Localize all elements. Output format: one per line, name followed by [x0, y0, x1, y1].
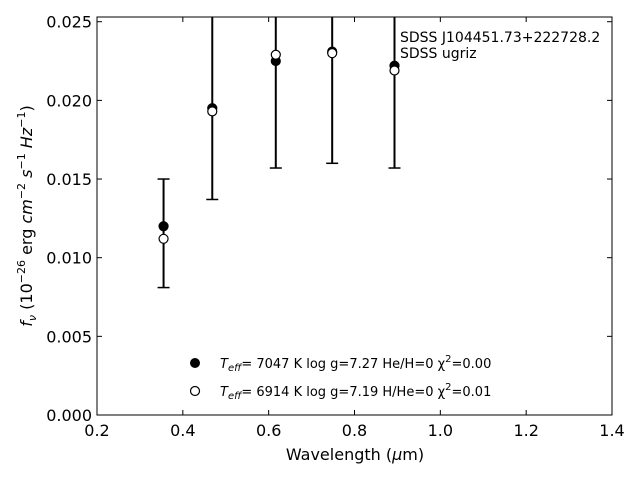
- point-open: [327, 48, 338, 59]
- axis-ticks: 0.2 0.4 0.6 0.8 1.0 1.2 1.4 0.000 0.005 0.010 0.01…: [46, 13, 625, 440]
- y-tick-label: 0.020: [46, 91, 92, 110]
- x-tick-label: 1.4: [599, 421, 624, 440]
- x-axis-label: Wavelength (μm): [286, 445, 424, 464]
- legend-label-filled: Teff= 7047 K log g=7.27 He/H=0 χ2=0.00: [220, 354, 491, 374]
- point-filled: [158, 221, 169, 232]
- y-tick-label: 0.025: [46, 13, 92, 32]
- y-tick-label: 0.000: [46, 406, 92, 425]
- legend-marker-filled: [190, 358, 200, 368]
- x-tick-label: 0.8: [342, 421, 367, 440]
- legend-label-open: Teff= 6914 K log g=7.19 H/He=0 χ2=0.01: [220, 382, 491, 402]
- x-tick-label: 0.6: [256, 421, 281, 440]
- annotation-object: SDSS J104451.73+222728.2: [400, 30, 600, 46]
- data-points: [158, 46, 400, 244]
- y-tick-label: 0.015: [46, 170, 92, 189]
- legend-marker-open: [189, 385, 201, 397]
- annotation-survey: SDSS ugriz: [400, 46, 477, 62]
- y-tick-label: 0.010: [46, 249, 92, 268]
- x-tick-label: 1.2: [513, 421, 538, 440]
- plot-area: [96, 16, 613, 416]
- x-tick-label: 1.0: [428, 421, 453, 440]
- x-tick-label: 0.2: [84, 421, 109, 440]
- x-tick-label: 0.4: [170, 421, 195, 440]
- y-tick-label: 0.005: [46, 327, 92, 346]
- y-axis-label: fν (10−26 erg cm−2 s−1 Hz−1): [15, 105, 39, 326]
- point-open: [207, 106, 218, 117]
- point-open: [270, 49, 281, 60]
- point-open: [389, 65, 400, 76]
- legend: Teff= 7047 K log g=7.27 He/H=0 χ2=0.00 T…: [189, 354, 491, 402]
- point-open: [158, 233, 169, 244]
